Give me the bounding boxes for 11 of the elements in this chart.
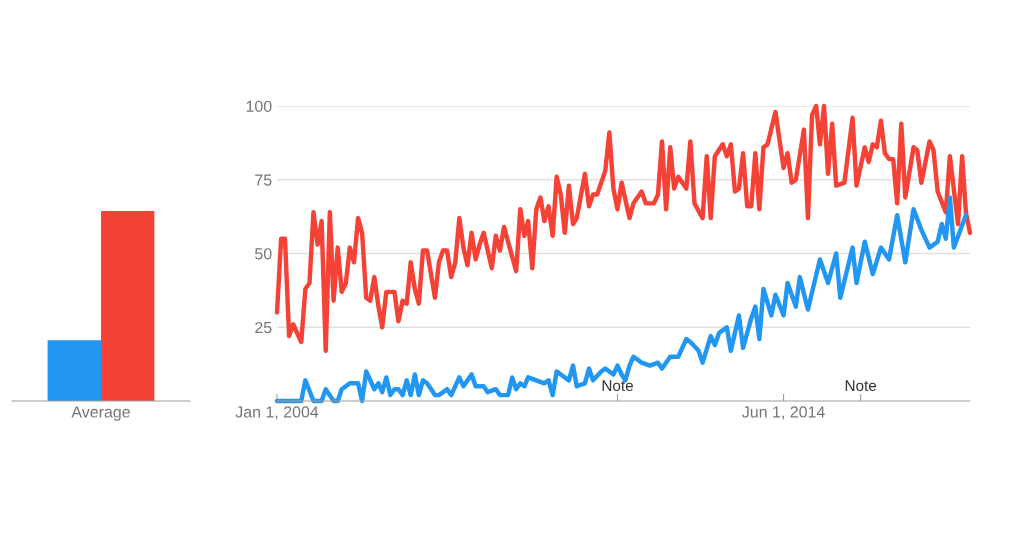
annotation: Note <box>845 380 877 392</box>
y-tick-label: 50 <box>255 248 272 260</box>
line-series <box>274 103 973 354</box>
x-tick-label: Jan 1, 2004 <box>235 406 319 420</box>
y-tick-label: 75 <box>255 174 272 186</box>
y-tick-label: 100 <box>246 100 272 112</box>
x-tick-label: Jun 1, 2014 <box>742 406 825 420</box>
y-tick-label: 25 <box>255 321 272 334</box>
annotation: Note <box>602 380 633 392</box>
x-tick-label: Average <box>71 406 130 421</box>
line-series <box>274 195 969 404</box>
